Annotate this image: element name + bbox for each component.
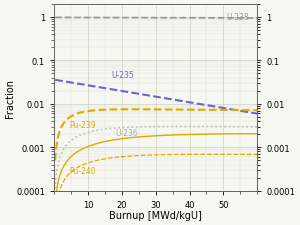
Text: U-236: U-236 [115, 128, 138, 137]
Y-axis label: Fraction: Fraction [5, 79, 15, 117]
X-axis label: Burnup [MWd/kgU]: Burnup [MWd/kgU] [109, 210, 202, 220]
Text: U-238: U-238 [227, 13, 249, 22]
Text: Pu-241: Pu-241 [0, 224, 1, 225]
Text: Pu-239: Pu-239 [69, 120, 96, 129]
Text: Pu-240: Pu-240 [69, 167, 96, 176]
Text: U-235: U-235 [112, 70, 134, 79]
